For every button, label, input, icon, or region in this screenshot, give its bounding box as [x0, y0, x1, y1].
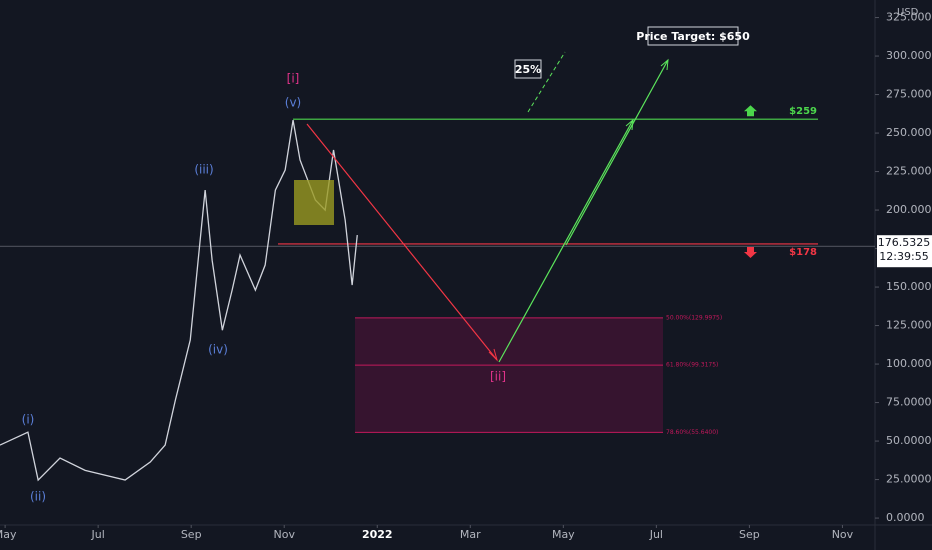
- y-tick-label: 275.0000: [886, 88, 932, 101]
- arrow-head: [660, 58, 669, 71]
- dashed-arrow: [527, 51, 566, 113]
- wave-label: (iii): [194, 163, 213, 177]
- x-tick-label: May: [0, 528, 17, 541]
- target-label: Price Target: $650: [636, 30, 750, 43]
- x-tick-label: Sep: [181, 528, 202, 541]
- x-tick-label: Nov: [832, 528, 854, 541]
- x-tick-label: May: [552, 528, 575, 541]
- fib-label: 78.60%(55.6400): [666, 429, 718, 436]
- y-tick-label: 300.0000: [886, 49, 932, 62]
- price-tag-countdown: 12:39:55: [879, 250, 928, 263]
- label-box: [647, 26, 739, 46]
- percent-label: 25%: [515, 63, 541, 76]
- fib-zone: [355, 317, 663, 433]
- x-tick-label: Nov: [273, 528, 295, 541]
- arrow-down: [306, 123, 498, 361]
- x-tick-label: Sep: [739, 528, 760, 541]
- y-tick-label: 150.0000: [886, 280, 932, 293]
- wave-label: (iv): [208, 343, 228, 357]
- level-label: $259: [789, 106, 817, 117]
- price-tag: [877, 235, 932, 268]
- y-tick-label: 100.0000: [886, 357, 932, 370]
- level-arrow: [744, 246, 757, 258]
- y-tick-label: 75.0000: [886, 396, 932, 409]
- x-tick-label: Jul: [649, 528, 663, 541]
- y-tick-label: 0.0000: [886, 511, 925, 524]
- level-arrow: [744, 105, 757, 117]
- y-tick-label: 200.0000: [886, 203, 932, 216]
- wave-label: [ii]: [490, 370, 506, 384]
- y-tick-label: 125.0000: [886, 319, 932, 332]
- wave-label: (i): [22, 413, 35, 427]
- x-tick-label: Mar: [460, 528, 481, 541]
- label-box: [514, 59, 542, 79]
- arrow-up: [498, 119, 634, 363]
- y-tick-label: 25.0000: [886, 473, 932, 486]
- price-tag-value: 176.5325: [878, 236, 931, 249]
- fib-label: 61.80%(99.3175): [666, 362, 718, 369]
- y-tick-label: 325.0000: [886, 11, 932, 24]
- highlight-box: [294, 180, 334, 225]
- y-tick-label: 50.0000: [886, 434, 932, 447]
- x-tick-label: Jul: [91, 528, 105, 541]
- arrow-target: [565, 59, 669, 246]
- arrow-head: [625, 118, 634, 131]
- wave-label: (v): [285, 96, 301, 110]
- wave-label: [i]: [287, 72, 300, 86]
- arrow-head: [488, 348, 498, 362]
- wave-label: (ii): [30, 490, 46, 504]
- currency: USD: [897, 7, 919, 18]
- y-tick-label: 225.0000: [886, 165, 932, 178]
- level-label: $178: [789, 247, 817, 258]
- axis-panel: [875, 0, 932, 550]
- y-tick-label: 250.0000: [886, 126, 932, 139]
- fib-label: 50.00%(129.9975): [666, 314, 722, 321]
- x-tick-label: 2022: [362, 528, 393, 541]
